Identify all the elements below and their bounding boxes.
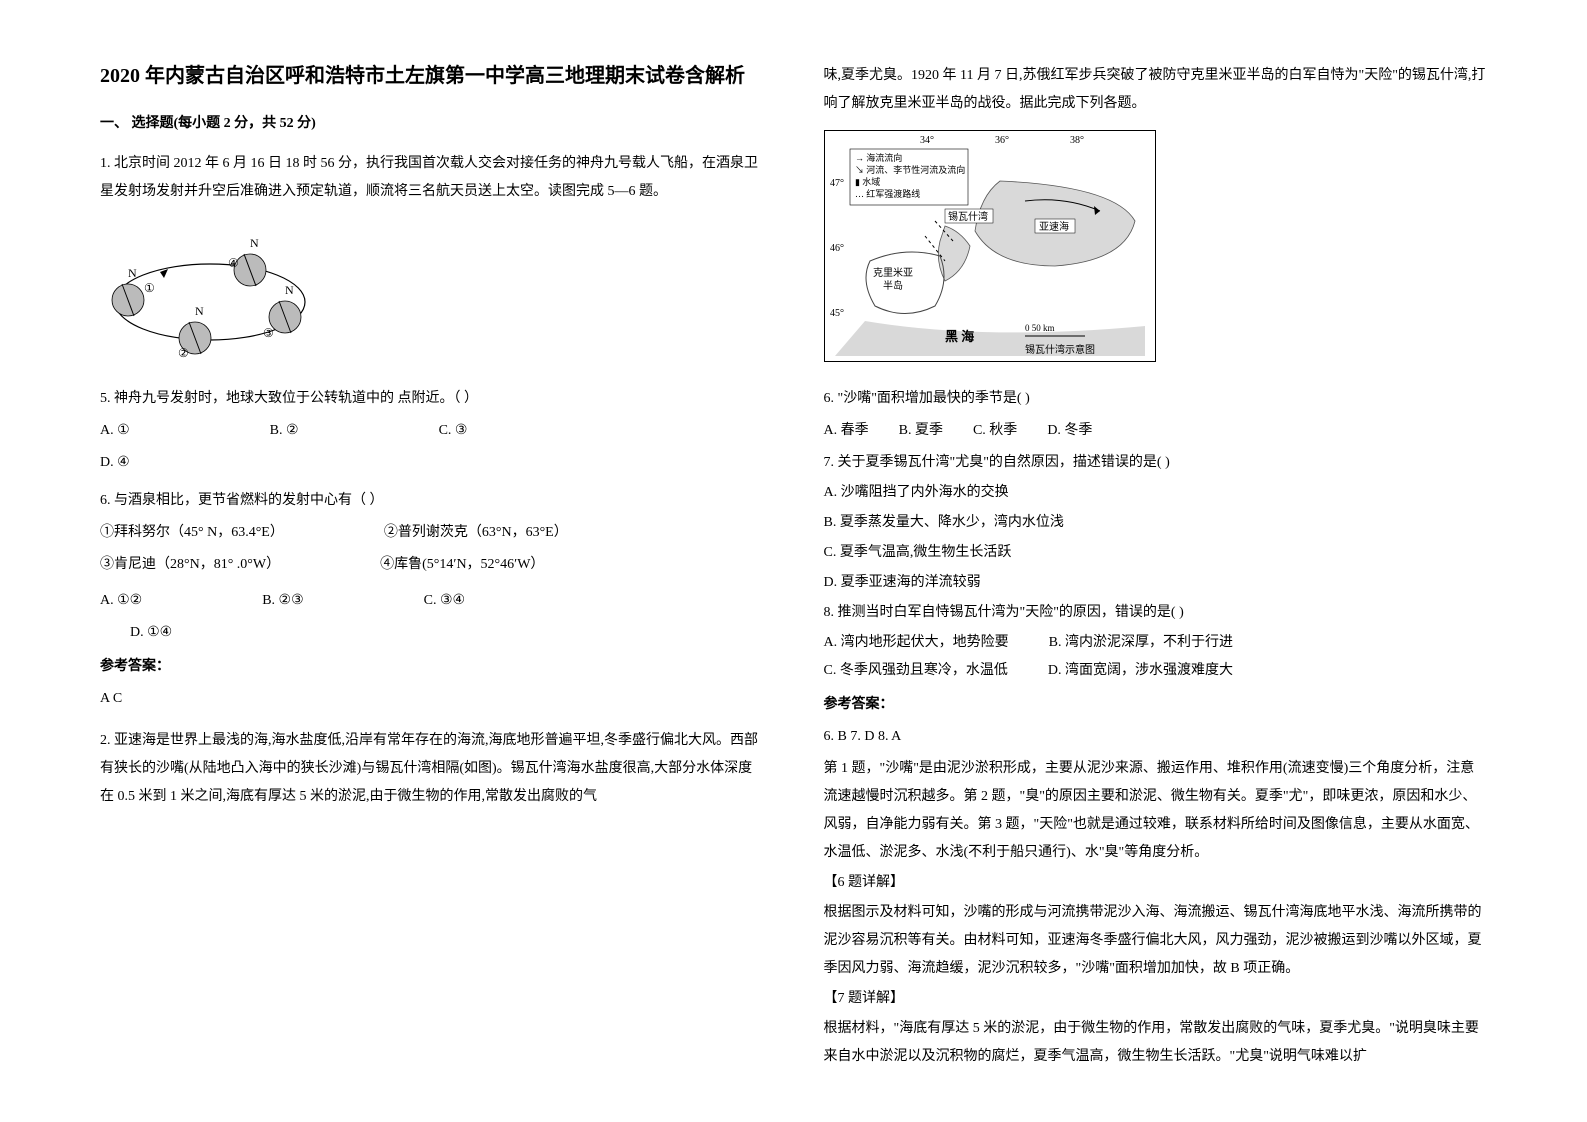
q6-c: C. 秋季 (973, 417, 1017, 445)
tick-47: 47° (830, 178, 844, 189)
q2-answer-value: 6. B 7. D 8. A (824, 723, 1488, 751)
exp7-title: 【7 题详解】 (824, 985, 1488, 1013)
circ-4: ④ (228, 256, 239, 270)
q7-d: D. 夏季亚速海的洋流较弱 (824, 569, 1488, 597)
circ-3: ③ (263, 326, 274, 340)
legend-2: ↘ 河流、李节性河流及流向 (855, 164, 965, 175)
q2-q7-options: A. 沙嘴阻挡了内外海水的交换 B. 夏季蒸发量大、降水少，湾内水位浅 C. 夏… (824, 479, 1488, 597)
n-label-1: N (128, 266, 137, 280)
q8-a: A. 湾内地形起伏大，地势险要 (824, 629, 1009, 657)
q1-6-line2: ③肯尼迪（28°N，81° .0°W） ④库鲁(5°14′N，52°46′W） (100, 551, 764, 579)
legend-3: ▮ 水域 (855, 176, 880, 187)
exp6-body: 根据图示及材料可知，沙嘴的形成与河流携带泥沙入海、海流搬运、锡瓦什湾海底地平水浅… (824, 899, 1488, 983)
q7-a: A. 沙嘴阻挡了内外海水的交换 (824, 479, 1488, 507)
map-figure: 34° 36° 38° 47° 46° 45° → 海流流向 ↘ 河流、李节性河… (824, 130, 1156, 362)
label-caption: 锡瓦什湾示意图 (1025, 343, 1095, 356)
q1-5-opt-c: C. ③ (439, 417, 468, 445)
q2-q8-options: A. 湾内地形起伏大，地势险要 B. 湾内淤泥深厚，不利于行进 C. 冬季风强劲… (824, 629, 1488, 685)
label-yasu: 亚速海 (1039, 220, 1069, 233)
q1-5-opt-d: D. ④ (100, 449, 764, 477)
q2-q6: 6. "沙嘴"面积增加最快的季节是( ) (824, 385, 1488, 413)
orbit-figure: N N N N ① ② ③ ④ (100, 222, 320, 362)
tick-34: 34° (920, 135, 934, 146)
q1-6-l3: ③肯尼迪（28°N，81° .0°W） (100, 551, 280, 579)
question-2-left: 2. 亚速海是世界上最浅的海,海水盐度低,沿岸有常年存在的海流,海底地形普遍平坦… (100, 727, 764, 811)
q1-sub5: 5. 神舟九号发射时，地球大致位于公转轨道中的 点附近。（ ） (100, 385, 764, 413)
n-label-3: N (285, 283, 294, 297)
q1-6-opt-b: B. ②③ (262, 587, 303, 615)
q1-sub6-options: A. ①② B. ②③ C. ③④ (100, 587, 764, 615)
explain-overview: 第 1 题，"沙嘴"是由泥沙淤积形成，主要从泥沙来源、搬运作用、堆积作用(流速变… (824, 755, 1488, 867)
exp7-body: 根据材料，"海底有厚达 5 米的淤泥，由于微生物的作用，常散发出腐败的气味，夏季… (824, 1015, 1488, 1071)
q1-5-opt-a: A. ① (100, 417, 130, 445)
q1-6-l1: ①拜科努尔（45° N，63.4°E） (100, 519, 284, 547)
label-kelimi-2: 半岛 (883, 279, 903, 292)
q8-d: D. 湾面宽阔，涉水强渡难度大 (1048, 657, 1233, 685)
section-1-header: 一、 选择题(每小题 2 分，共 52 分) (100, 110, 764, 138)
explain-p1: 第 1 题，"沙嘴"是由泥沙淤积形成，主要从泥沙来源、搬运作用、堆积作用(流速变… (824, 755, 1488, 867)
legend-4: … 红军强渡路线 (855, 188, 920, 199)
q7-b: B. 夏季蒸发量大、降水少，湾内水位浅 (824, 509, 1488, 537)
q2-q8: 8. 推测当时白军自恃锡瓦什湾为"天险"的原因，错误的是( ) (824, 599, 1488, 627)
n-label-2: N (195, 304, 204, 318)
q1-answer-value: A C (100, 685, 764, 713)
q8-c: C. 冬季风强劲且寒冷，水温低 (824, 657, 1008, 685)
label-siwashi: 锡瓦什湾 (948, 210, 988, 223)
q1-answer-label: 参考答案： (100, 653, 764, 681)
q7-c: C. 夏季气温高,微生物生长活跃 (824, 539, 1488, 567)
q6-d: D. 冬季 (1047, 417, 1092, 445)
question-1: 1. 北京时间 2012 年 6 月 16 日 18 时 56 分，执行我国首次… (100, 150, 764, 713)
q1-6-opt-d: D. ①④ (130, 619, 764, 647)
tick-38: 38° (1070, 135, 1084, 146)
label-heihai: 黑 海 (945, 329, 974, 344)
q2-stem: 2. 亚速海是世界上最浅的海,海水盐度低,沿岸有常年存在的海流,海底地形普遍平坦… (100, 727, 764, 811)
q1-6-line1: ①拜科努尔（45° N，63.4°E） ②普列谢茨克（63°N，63°E） (100, 519, 764, 547)
q1-sub6: 6. 与酒泉相比，更节省燃料的发射中心有（ ） (100, 487, 764, 515)
q1-sub5-options: A. ① B. ② C. ③ (100, 417, 764, 445)
q6-b: B. 夏季 (899, 417, 943, 445)
q2-q7: 7. 关于夏季锡瓦什湾"尤臭"的自然原因，描述错误的是( ) (824, 449, 1488, 477)
q2-q6-options: A. 春季 B. 夏季 C. 秋季 D. 冬季 (824, 417, 1488, 445)
q2-stem-cont: 味,夏季尤臭。1920 年 11 月 7 日,苏俄红军步兵突破了被防守克里米亚半… (824, 62, 1488, 118)
q1-stem: 1. 北京时间 2012 年 6 月 16 日 18 时 56 分，执行我国首次… (100, 150, 764, 206)
exp6-title: 【6 题详解】 (824, 869, 1488, 897)
label-kelimi-1: 克里米亚 (873, 266, 913, 279)
q1-6-l2: ②普列谢茨克（63°N，63°E） (384, 519, 568, 547)
left-column: 2020 年内蒙古自治区呼和浩特市土左旗第一中学高三地理期末试卷含解析 一、 选… (100, 60, 764, 1082)
q1-5-opt-b: B. ② (270, 417, 299, 445)
q1-6-opt-a: A. ①② (100, 587, 142, 615)
n-label-4: N (250, 236, 259, 250)
document-title: 2020 年内蒙古自治区呼和浩特市土左旗第一中学高三地理期末试卷含解析 (100, 60, 764, 92)
tick-45: 45° (830, 308, 844, 319)
label-scale: 0 50 km (1025, 323, 1055, 333)
q8-b: B. 湾内淤泥深厚，不利于行进 (1049, 629, 1233, 657)
tick-46: 46° (830, 243, 844, 254)
q2-answer-label: 参考答案： (824, 691, 1488, 719)
q1-6-l4: ④库鲁(5°14′N，52°46′W） (380, 551, 544, 579)
legend-1: → 海流流向 (855, 152, 902, 163)
right-column: 味,夏季尤臭。1920 年 11 月 7 日,苏俄红军步兵突破了被防守克里米亚半… (824, 60, 1488, 1082)
q1-6-opt-c: C. ③④ (424, 587, 465, 615)
tick-36: 36° (995, 135, 1009, 146)
q6-a: A. 春季 (824, 417, 869, 445)
circ-2: ② (178, 346, 189, 360)
circ-1: ① (144, 281, 155, 295)
